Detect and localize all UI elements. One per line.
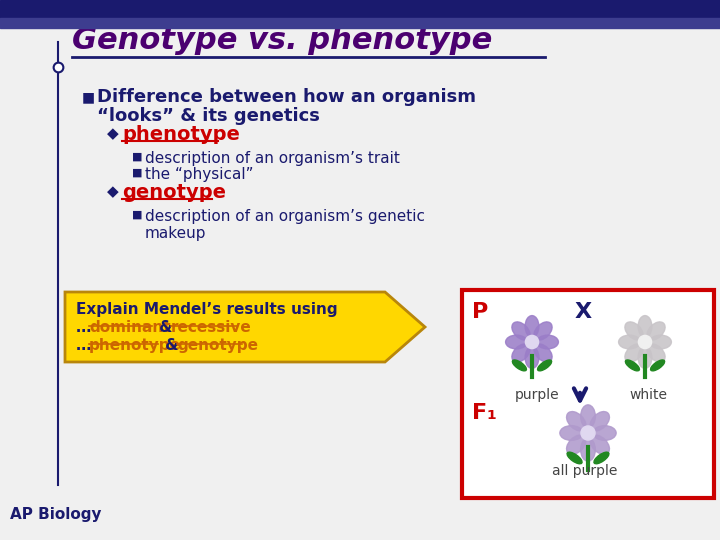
Text: genotype: genotype: [122, 183, 226, 201]
Ellipse shape: [594, 452, 609, 464]
Ellipse shape: [593, 426, 616, 440]
Text: ◆: ◆: [107, 185, 119, 199]
Text: &: &: [160, 338, 184, 353]
Ellipse shape: [651, 360, 665, 371]
Ellipse shape: [525, 347, 539, 368]
Text: P: P: [472, 302, 488, 322]
Text: ■: ■: [132, 152, 143, 162]
Text: ■: ■: [132, 210, 143, 220]
Text: …: …: [76, 338, 91, 353]
Text: F₁: F₁: [472, 403, 497, 423]
Text: ■: ■: [82, 90, 95, 104]
Text: “looks” & its genetics: “looks” & its genetics: [97, 107, 320, 125]
Ellipse shape: [647, 344, 665, 362]
Text: AP Biology: AP Biology: [10, 507, 102, 522]
Text: description of an organism’s genetic: description of an organism’s genetic: [145, 209, 425, 224]
Text: description of an organism’s trait: description of an organism’s trait: [145, 151, 400, 166]
Text: phenotype: phenotype: [89, 338, 181, 353]
Ellipse shape: [505, 335, 527, 349]
Text: …: …: [76, 320, 91, 335]
Ellipse shape: [625, 344, 643, 362]
Text: makeup: makeup: [145, 226, 207, 241]
Ellipse shape: [567, 411, 586, 431]
Ellipse shape: [567, 452, 582, 464]
Text: genotype: genotype: [177, 338, 258, 353]
Ellipse shape: [626, 360, 639, 371]
Ellipse shape: [638, 315, 652, 337]
Ellipse shape: [512, 322, 530, 340]
Ellipse shape: [647, 322, 665, 340]
Text: dominant: dominant: [89, 320, 171, 335]
Bar: [0, 0, 720, 18]
Ellipse shape: [590, 411, 609, 431]
Ellipse shape: [618, 335, 640, 349]
Text: ■: ■: [132, 168, 143, 178]
Text: phenotype: phenotype: [122, 125, 240, 144]
Ellipse shape: [638, 347, 652, 368]
Text: recessive: recessive: [171, 320, 252, 335]
Text: Explain Mendel’s results using: Explain Mendel’s results using: [76, 302, 338, 317]
Text: Genotype vs. phenotype: Genotype vs. phenotype: [72, 26, 492, 55]
Ellipse shape: [580, 438, 595, 461]
Bar: [462, 290, 714, 498]
Text: white: white: [629, 388, 667, 402]
Ellipse shape: [590, 435, 609, 455]
Bar: [0, 18, 720, 28]
Ellipse shape: [625, 322, 643, 340]
Ellipse shape: [567, 435, 586, 455]
Text: all purple: all purple: [552, 464, 617, 478]
Circle shape: [639, 335, 652, 349]
Circle shape: [526, 335, 539, 349]
Ellipse shape: [525, 315, 539, 337]
Ellipse shape: [560, 426, 583, 440]
Polygon shape: [65, 292, 425, 362]
Text: ◆: ◆: [107, 126, 119, 141]
Text: &: &: [154, 320, 178, 335]
Ellipse shape: [580, 405, 595, 428]
Ellipse shape: [538, 360, 552, 371]
Ellipse shape: [534, 344, 552, 362]
Text: X: X: [575, 302, 592, 322]
Ellipse shape: [534, 322, 552, 340]
Ellipse shape: [650, 335, 671, 349]
Ellipse shape: [513, 360, 526, 371]
Text: Difference between how an organism: Difference between how an organism: [97, 88, 476, 106]
Circle shape: [581, 426, 595, 440]
Text: purple: purple: [515, 388, 559, 402]
Ellipse shape: [537, 335, 559, 349]
Ellipse shape: [512, 344, 530, 362]
Text: the “physical”: the “physical”: [145, 167, 253, 182]
